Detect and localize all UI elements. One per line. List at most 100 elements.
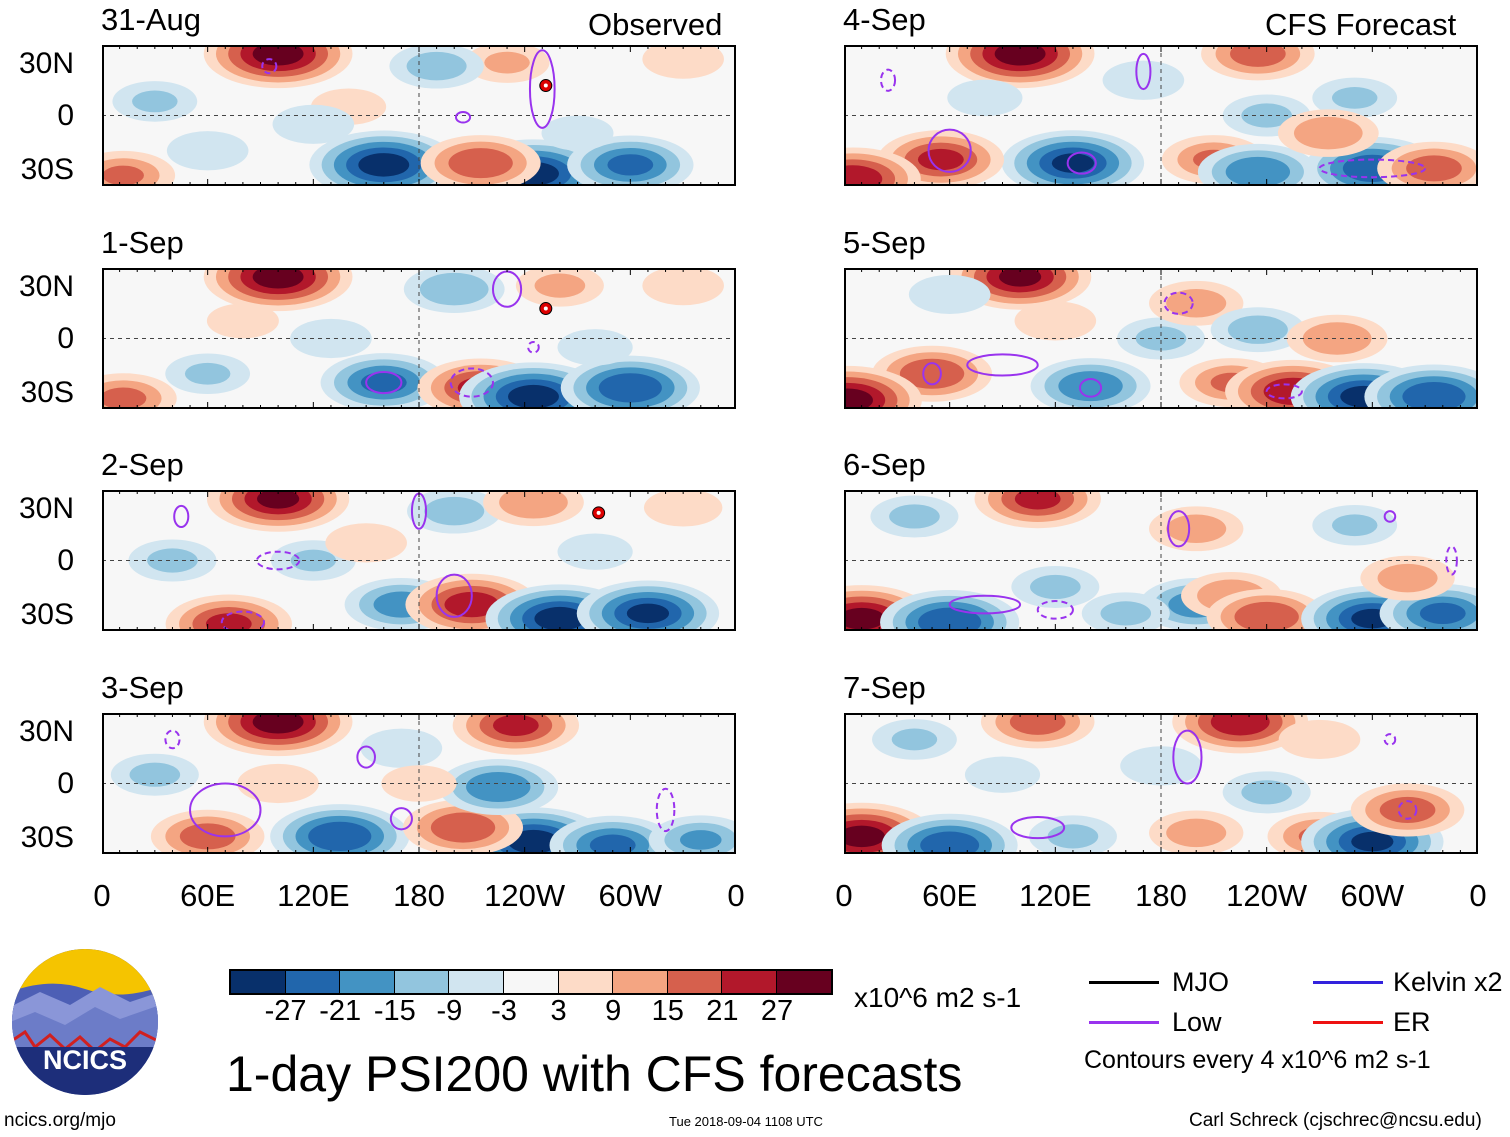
colorbar-tick-label: -3	[491, 995, 517, 1027]
colorbar-swatch	[503, 971, 559, 993]
negative-anomaly	[112, 81, 198, 122]
positive-anomaly	[464, 45, 550, 83]
lat-label: 30N	[18, 715, 74, 748]
positive-anomaly	[203, 713, 353, 757]
footer-timestamp: Tue 2018-09-04 1108 UTC	[669, 1114, 823, 1129]
map-panel	[844, 713, 1478, 854]
negative-anomaly	[1030, 358, 1151, 409]
footer-credit: Carl Schreck (cjschrec@ncsu.edu)	[1189, 1110, 1482, 1131]
tropical-cyclone-icon	[539, 79, 553, 93]
positive-anomaly	[515, 268, 604, 307]
positive-anomaly	[203, 268, 353, 312]
lon-label: 180	[1135, 878, 1187, 913]
low-contour	[879, 68, 897, 92]
low-contour	[1078, 378, 1103, 398]
low-contour	[255, 550, 301, 571]
map-panel	[844, 45, 1478, 186]
low-contour	[449, 367, 494, 398]
map-panel	[102, 490, 736, 631]
positive-anomaly	[945, 45, 1095, 89]
legend-kelvin-label: Kelvin x2	[1393, 967, 1503, 997]
negative-anomaly	[166, 131, 249, 171]
colorbar-tick-label: -21	[319, 995, 362, 1027]
negative-anomaly	[438, 759, 559, 816]
negative-anomaly	[110, 753, 199, 796]
lon-label: 120W	[484, 878, 566, 913]
positive-anomaly	[1286, 314, 1388, 363]
negative-anomaly	[1197, 143, 1318, 186]
negative-anomaly	[1120, 746, 1202, 786]
positive-anomaly	[643, 490, 723, 527]
positive-anomaly	[1149, 506, 1244, 552]
positive-anomaly	[1278, 719, 1361, 760]
positive-anomaly	[1350, 783, 1465, 837]
negative-anomaly	[964, 756, 1041, 793]
positive-anomaly	[1172, 713, 1309, 754]
negative-anomaly	[1102, 60, 1185, 100]
map-panel	[844, 268, 1478, 409]
colorbar-swatch	[776, 971, 831, 993]
contours-note: Contours every 4 x10^6 m2 s-1	[1084, 1046, 1431, 1074]
colorbar-swatch	[667, 971, 723, 993]
legend-er-label: ER	[1393, 1007, 1431, 1037]
negative-anomaly	[908, 274, 991, 315]
negative-anomaly	[1117, 317, 1205, 360]
negative-anomaly	[1312, 504, 1398, 546]
colorbar-tick-label: -9	[436, 995, 463, 1027]
negative-anomaly	[1081, 592, 1170, 631]
lat-label: 30N	[18, 492, 74, 525]
panel-date: 7-Sep	[843, 670, 926, 705]
lon-label: 60E	[922, 878, 978, 913]
negative-anomaly	[320, 353, 447, 409]
negative-anomaly	[872, 719, 957, 760]
tropical-cyclone-icon	[592, 506, 606, 520]
low-contour	[1135, 52, 1152, 91]
low-contour	[189, 782, 262, 838]
positive-anomaly	[203, 45, 353, 89]
low-contour	[1172, 729, 1203, 785]
positive-anomaly	[102, 373, 177, 409]
map-panel	[102, 713, 736, 854]
colorbar	[229, 969, 833, 995]
low-contour	[1167, 510, 1191, 548]
negative-anomaly	[1312, 77, 1398, 119]
low-contour	[1397, 800, 1418, 820]
colorbar-tick-label: 27	[760, 995, 794, 1027]
map-panel	[102, 268, 736, 409]
low-contour	[173, 504, 190, 529]
colorbar-swatch	[285, 971, 341, 993]
positive-anomaly	[1360, 555, 1455, 601]
low-contour	[164, 729, 181, 750]
negative-anomaly	[881, 813, 1018, 854]
ncics-logo: NCICS	[10, 947, 160, 1097]
colorbar-swatch	[231, 971, 286, 993]
lat-label: 30S	[20, 376, 74, 409]
negative-anomaly	[541, 115, 614, 151]
negative-anomaly	[549, 815, 676, 854]
negative-anomaly	[947, 79, 1023, 117]
positive-anomaly	[1206, 588, 1327, 631]
low-contour	[528, 49, 556, 129]
negative-anomaly	[870, 495, 959, 538]
legend-low-label: Low	[1172, 1007, 1222, 1037]
negative-anomaly	[1001, 130, 1145, 186]
negative-anomaly	[270, 804, 410, 854]
low-contour	[435, 573, 473, 618]
lat-label: 30S	[20, 153, 74, 186]
lat-label: 0	[57, 322, 74, 355]
legend-low-line	[1089, 1021, 1159, 1024]
positive-anomaly	[974, 490, 1101, 529]
footer-url[interactable]: ncics.org/mjo	[4, 1110, 116, 1131]
positive-anomaly	[483, 490, 584, 527]
lat-label: 0	[57, 767, 74, 800]
lon-label: 0	[835, 878, 853, 913]
negative-anomaly	[567, 135, 694, 186]
positive-anomaly	[420, 135, 541, 186]
colorbar-swatch	[340, 971, 395, 993]
negative-anomaly	[389, 45, 484, 89]
negative-anomaly	[1222, 771, 1311, 814]
negative-anomaly	[403, 268, 505, 313]
negative-anomaly	[1011, 565, 1100, 608]
legend-kelvin-line	[1313, 981, 1383, 984]
lon-label: 0	[1469, 878, 1487, 913]
